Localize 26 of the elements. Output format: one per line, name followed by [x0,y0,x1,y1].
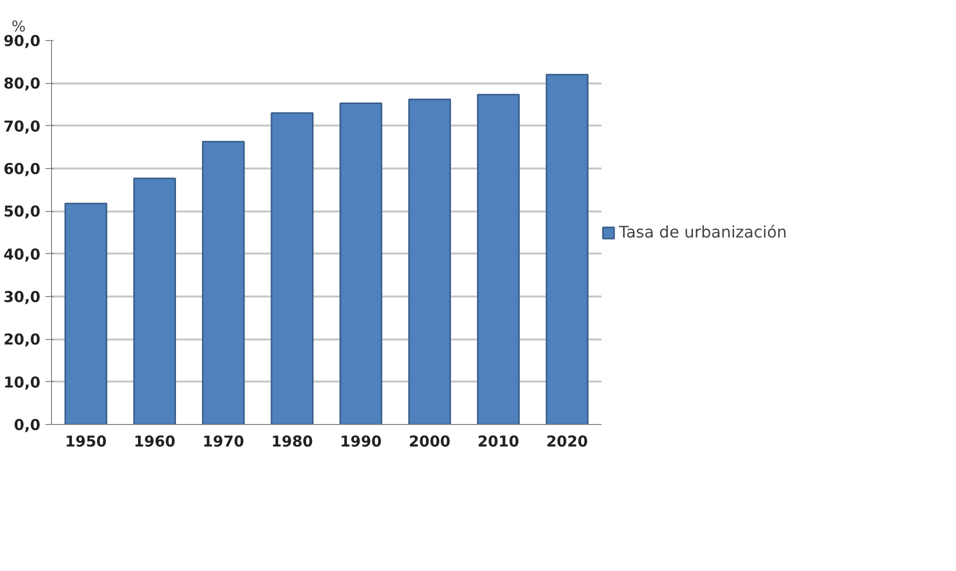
bar [270,112,314,424]
y-tick-label: 80,0 [3,74,41,93]
bar [408,98,451,424]
y-tick-label: 40,0 [3,245,41,264]
y-tick-label: 70,0 [3,117,41,136]
y-tick-label: 0,0 [14,416,41,434]
x-tick-label: 1990 [340,432,382,450]
bar [340,102,382,424]
x-tick-label: 2010 [478,432,520,450]
bar [202,140,245,424]
y-tick-label: 60,0 [3,160,41,178]
legend-label: Tasa de urbanización [619,222,787,242]
x-tick-label: 2020 [546,432,588,450]
bar [133,178,176,424]
bar [546,74,588,424]
x-tick-label: 1980 [271,432,313,450]
y-tick-label: 20,0 [3,330,41,349]
x-tick-label: 1960 [134,432,176,450]
y-tick-label: 30,0 [3,288,41,306]
x-tick-label: 1950 [65,432,107,450]
bar [64,202,108,424]
y-tick-label: 50,0 [3,202,41,221]
y-tick-label: 10,0 [3,373,41,392]
x-tick-label: 2000 [408,432,450,450]
bar [477,94,520,424]
x-tick-label: 1970 [202,432,244,450]
